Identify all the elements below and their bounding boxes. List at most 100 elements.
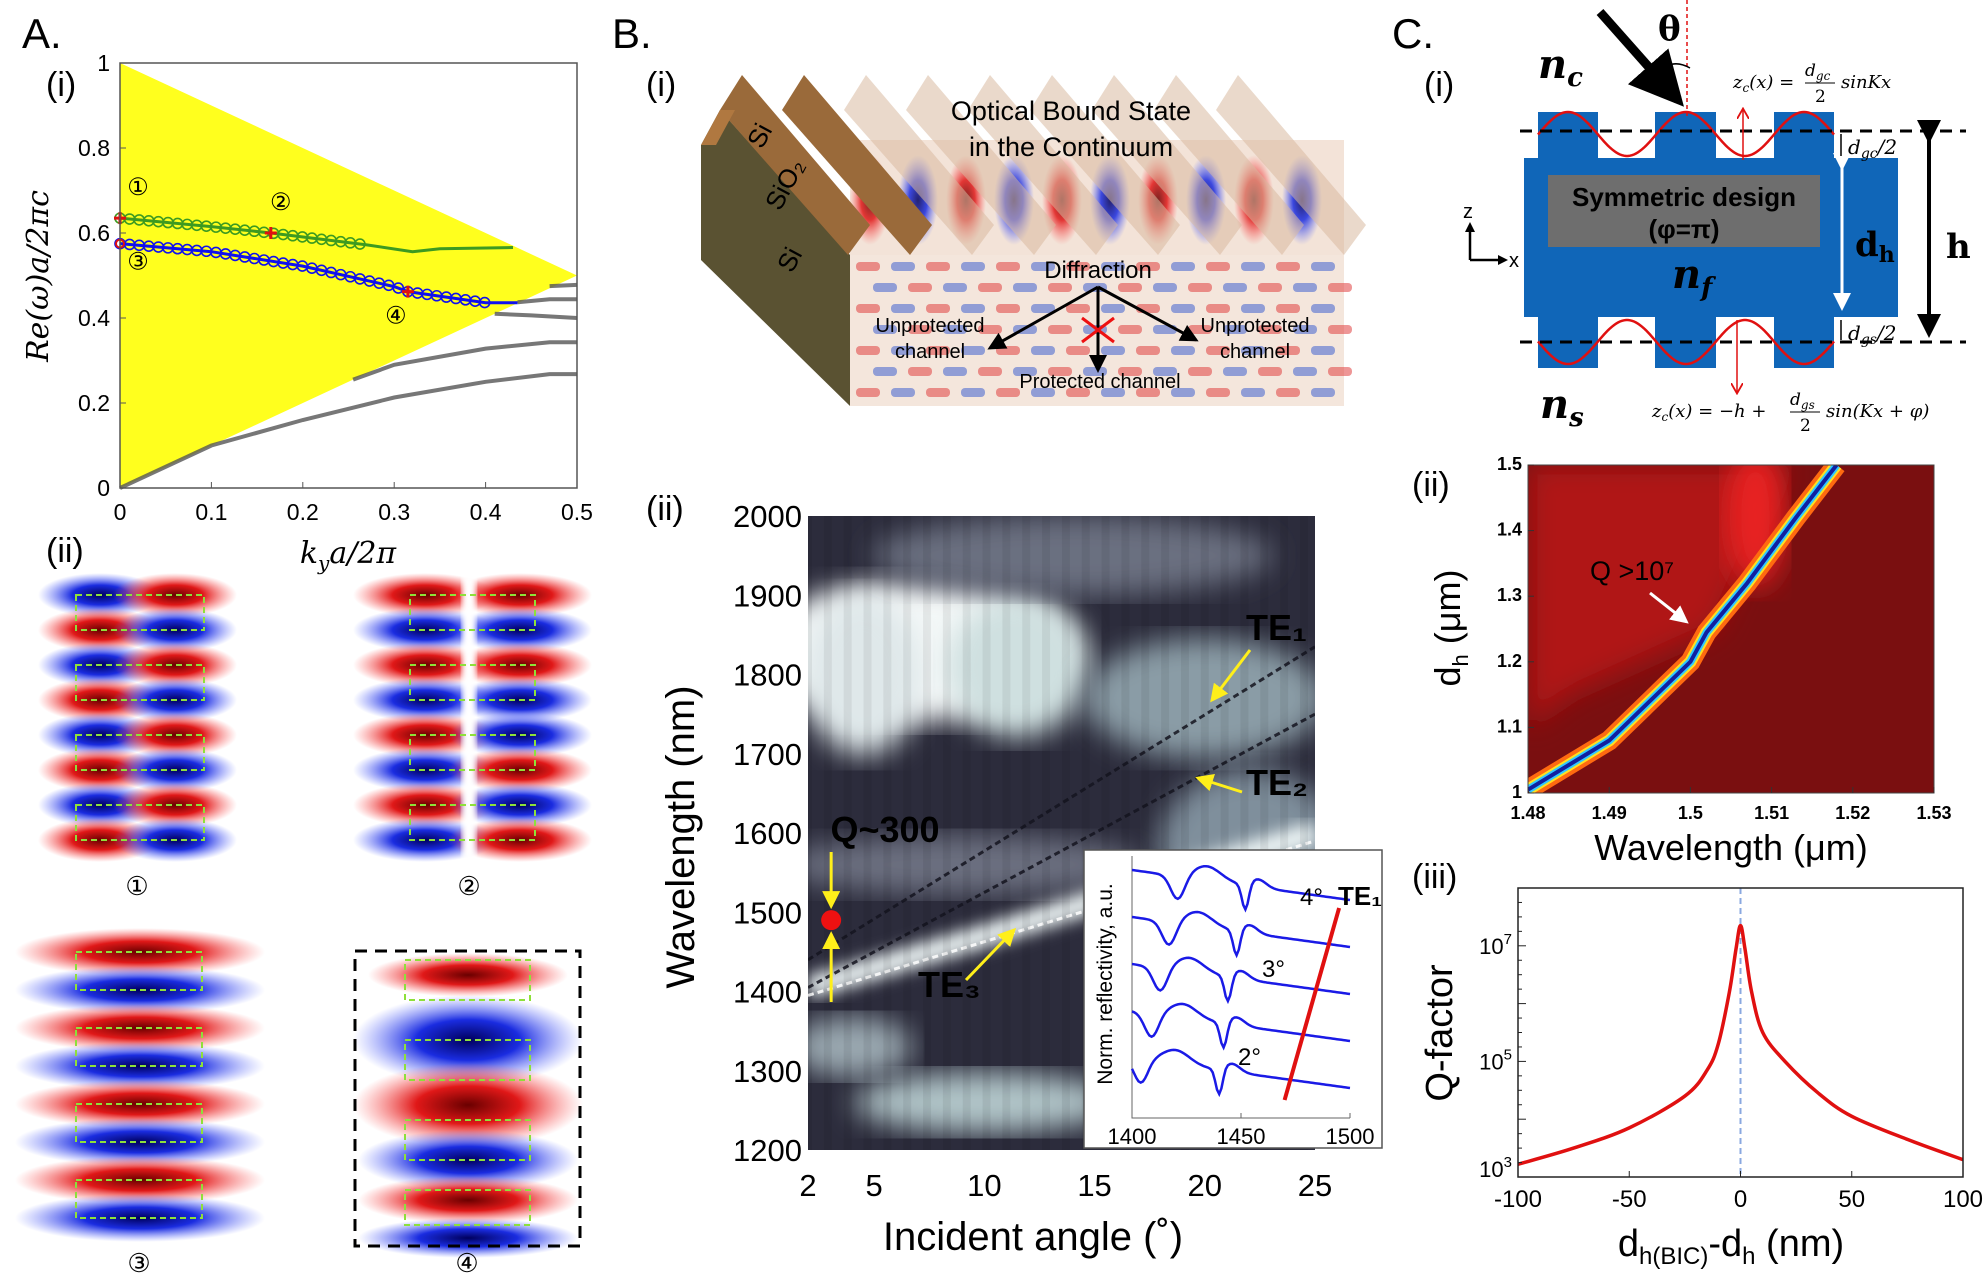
diffraction-pattern-cell	[943, 325, 967, 334]
diffraction-pattern-cell	[943, 367, 967, 376]
diffraction-pattern-cell	[996, 388, 1020, 397]
x-tick-label: 1400	[1108, 1124, 1157, 1149]
heatmap-intensity-region	[808, 594, 924, 755]
mode-label-te: TE₃	[918, 964, 981, 1005]
diffraction-pattern-cell	[1101, 346, 1125, 355]
waveguide-outline	[404, 1119, 531, 1161]
x-tick-label: 1500	[1326, 1124, 1375, 1149]
x-tick-label: 10	[967, 1168, 1001, 1203]
diffraction-label: Diffraction	[1044, 257, 1152, 284]
diffraction-pattern-cell	[891, 346, 915, 355]
x-tick-label: 15	[1077, 1168, 1111, 1203]
guided-5-line	[549, 282, 578, 289]
panel-label-c-ii: (ii)	[1412, 466, 1450, 504]
x-tick-label: 0	[114, 499, 127, 525]
y-tick-label: 1200	[733, 1133, 802, 1168]
resonance-band	[1528, 465, 1839, 792]
red-field-lobe	[113, 713, 237, 757]
angle-label-3deg: 3°	[1262, 956, 1285, 983]
curve-3	[1131, 956, 1351, 1005]
y-tick-base: 10	[1479, 1157, 1503, 1182]
reflectivity-inset-chart: 4° 3° 2° TE₁ 1400 1450 1500 Norm. reflectivity,…	[1083, 849, 1383, 1149]
waveguide-outline	[75, 1179, 203, 1219]
waveguide-outline	[75, 734, 205, 771]
top-surface-formula-tail: sinKx	[1841, 72, 1891, 93]
mode-label-bg	[384, 305, 407, 328]
mode-label-arrow	[1210, 649, 1252, 703]
angle-arc	[1659, 63, 1691, 73]
x-tick-label: -50	[1612, 1186, 1647, 1213]
slab-side-face	[701, 110, 850, 406]
dgc-main: d	[1848, 135, 1861, 159]
y-axis-label: dh (μm)	[1427, 570, 1473, 687]
diffraction-pattern-cell	[1013, 283, 1037, 292]
y-tick-label: 1400	[733, 975, 802, 1010]
blue-field-lobe	[358, 1218, 578, 1258]
mode-label-bg	[269, 192, 292, 214]
diffraction-pattern-cell	[891, 304, 915, 313]
map-light-region	[1528, 465, 1788, 728]
bottom-surface-formula-numerator: dgs	[1790, 390, 1815, 412]
mode-label-te: TE₁	[1246, 607, 1307, 648]
x-tick-label: 1.5	[1678, 803, 1703, 823]
bottom-surface-formula: zc(x) = −h +	[1651, 401, 1766, 424]
diffraction-pattern-cell	[1276, 304, 1300, 313]
top-surface-formula-mid: (x) =	[1749, 72, 1794, 93]
diffraction-pattern-cell	[1118, 367, 1142, 376]
blocked-cross-icon	[1081, 316, 1115, 344]
x-axis-label: dh(BIC)-dh (nm)	[1618, 1223, 1844, 1270]
diffraction-pattern-cell	[1328, 367, 1352, 376]
y-tick-label: 0	[97, 475, 110, 501]
heatmap-image	[808, 516, 1315, 1150]
y-axis-label: Q-factor	[1419, 964, 1461, 1102]
waveguide-outline	[75, 664, 205, 701]
diffraction-pattern-cell	[978, 367, 1002, 376]
diffraction-pattern-cell	[1013, 367, 1037, 376]
y-tick-label: 2000	[733, 499, 802, 534]
red-field-lobe	[113, 643, 237, 687]
diffraction-pattern-cell	[1311, 304, 1335, 313]
top-grating-tooth	[1655, 112, 1716, 162]
y-tick-base: 10	[1479, 934, 1503, 959]
x-tick-label: 0.5	[561, 499, 593, 525]
diffraction-pattern-cell	[1066, 388, 1090, 397]
diffraction-arrow	[1097, 285, 1199, 342]
n-s-main: n	[1540, 381, 1569, 428]
dgc-sub: gc	[1861, 146, 1878, 162]
top-surface-formula-num: d	[1805, 61, 1816, 81]
x-tick-label: 1450	[1217, 1124, 1266, 1149]
waveguide-outline	[409, 664, 536, 701]
heatmap-intensity-region	[808, 1016, 913, 1077]
diffraction-pattern-cell	[1171, 388, 1195, 397]
design-label-line-2: (φ=π)	[1648, 214, 1719, 244]
waveguide-outline	[75, 951, 203, 991]
diffraction-pattern-cell	[1258, 367, 1282, 376]
te1-trace	[1282, 907, 1342, 1101]
grating-rib	[1216, 75, 1366, 255]
bottom-surface-formula-sub: c	[1661, 410, 1668, 424]
h-label: h	[1946, 227, 1971, 267]
diffraction-pattern-cell	[943, 283, 967, 292]
diffraction-pattern-cell	[1171, 346, 1195, 355]
diffraction-pattern-cell	[1153, 283, 1177, 292]
x-tick-label: 100	[1943, 1186, 1983, 1213]
diffraction-pattern-cell	[856, 388, 880, 397]
dgs-label: dgs/2	[1848, 321, 1896, 348]
diffraction-pattern-cell	[1153, 367, 1177, 376]
grating-rib	[720, 75, 870, 255]
unprotected-channel-right-label: Unprotected	[1201, 315, 1310, 337]
top-grating-tooth	[1538, 112, 1598, 162]
x-tick-label: -100	[1494, 1186, 1542, 1213]
diffraction-pattern-cell	[1276, 346, 1300, 355]
blue-band-marker	[392, 282, 405, 294]
dgs-sub: gs	[1861, 332, 1877, 348]
diffraction-pattern-cell	[908, 325, 932, 334]
y-tick-label: 1700	[733, 737, 802, 772]
x-tick-label: 1.53	[1916, 803, 1951, 823]
diagram-title-line-1: Optical Bound State	[951, 96, 1191, 126]
diffraction-pattern-cell	[1031, 388, 1055, 397]
top-surface-formula-numerator: dgc	[1805, 61, 1831, 83]
y-tick-label: 1500	[733, 895, 802, 930]
